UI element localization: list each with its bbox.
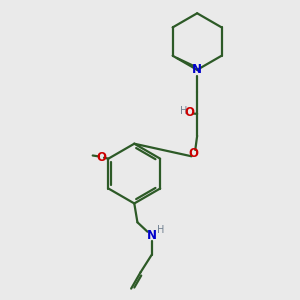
Text: O: O — [184, 106, 194, 119]
Text: O: O — [188, 147, 198, 160]
Text: H: H — [157, 225, 164, 235]
Text: N: N — [147, 229, 157, 242]
Text: H: H — [180, 106, 188, 116]
Text: O: O — [97, 151, 106, 164]
Text: N: N — [192, 63, 202, 76]
